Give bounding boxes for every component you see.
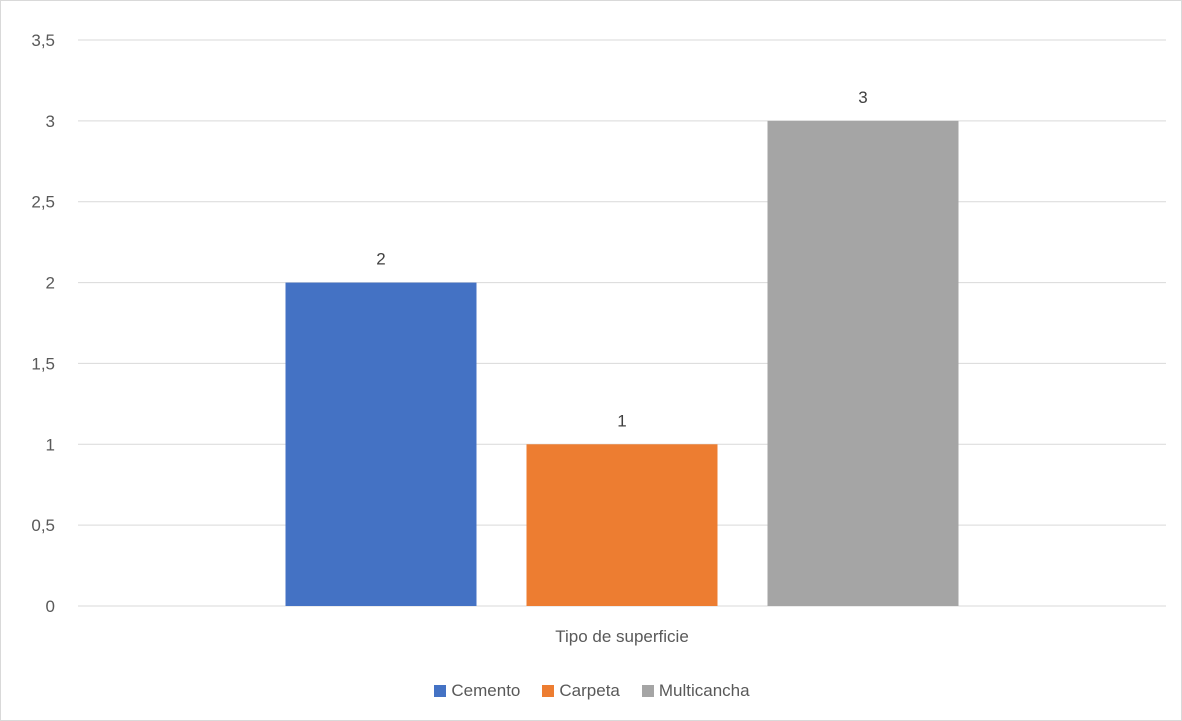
y-tick-label: 1 [46, 435, 55, 454]
legend-label: Multicancha [658, 681, 750, 700]
legend-label: Cemento [451, 681, 521, 700]
bar-cemento [285, 282, 477, 606]
y-tick-label: 3,5 [31, 31, 55, 50]
bar-multicancha [767, 120, 959, 606]
legend-label: Carpeta [559, 681, 620, 700]
legend-swatch [542, 685, 555, 697]
data-label-cemento: 2 [376, 250, 385, 269]
y-tick-label: 0,5 [31, 516, 55, 535]
legend-item-cemento: Cemento [434, 681, 520, 701]
y-tick-label: 2,5 [31, 193, 55, 212]
legend-item-carpeta: Carpeta [542, 681, 620, 701]
y-tick-label: 3 [46, 112, 55, 131]
bars [285, 120, 959, 606]
x-axis-title: Tipo de superficie [555, 627, 689, 646]
legend: Cemento Carpeta Multicancha [1, 679, 1182, 703]
y-tick-label: 2 [46, 274, 55, 293]
y-axis-ticks: 0 0,5 1 1,5 2 2,5 3 3,5 [31, 31, 55, 616]
legend-swatch [434, 685, 447, 697]
data-labels: 2 1 3 [376, 88, 867, 430]
data-label-carpeta: 1 [617, 411, 626, 430]
bar-carpeta [526, 444, 718, 606]
y-tick-label: 1,5 [31, 354, 55, 373]
legend-item-multicancha: Multicancha [641, 681, 750, 701]
legend-swatch [641, 685, 654, 697]
bar-chart: 0 0,5 1 1,5 2 2,5 3 3,5 2 1 3 Tipo de superficie [31, 31, 1166, 646]
data-label-multicancha: 3 [858, 88, 867, 107]
y-tick-label: 0 [46, 597, 55, 616]
